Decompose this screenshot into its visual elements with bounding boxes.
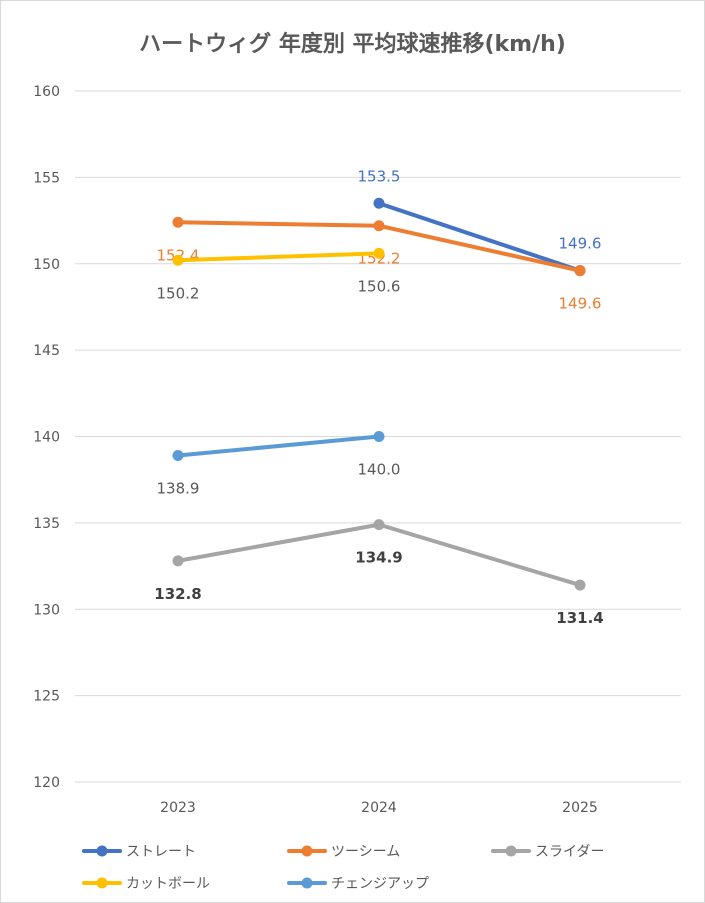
data-point — [373, 220, 385, 232]
legend-marker-icon — [287, 845, 327, 857]
series-line-4 — [176, 434, 381, 458]
data-label: 150.2 — [157, 284, 200, 302]
y-tick-label: 120 — [33, 775, 60, 791]
data-label: 140.0 — [358, 461, 401, 479]
legend-marker-icon — [82, 845, 122, 857]
series-line-3 — [176, 251, 381, 263]
x-tick-label: 2024 — [361, 800, 397, 816]
legend-item: カットボール — [82, 873, 210, 893]
legend-marker-icon — [287, 877, 327, 889]
data-label: 149.6 — [559, 295, 602, 313]
data-point — [373, 431, 385, 442]
data-label: 149.6 — [559, 235, 602, 253]
x-tick-label: 2025 — [562, 800, 598, 816]
data-point — [172, 555, 184, 567]
legend-label: スライダー — [535, 844, 605, 860]
data-label: 132.8 — [154, 585, 201, 603]
y-tick-label: 150 — [33, 257, 60, 273]
legend-label: ストレート — [126, 844, 196, 860]
data-point — [373, 197, 385, 209]
data-point — [574, 579, 586, 591]
data-label: 134.9 — [355, 549, 402, 567]
y-tick-label: 160 — [33, 84, 60, 100]
y-tick-label: 155 — [33, 170, 60, 186]
legend-marker-icon — [82, 877, 122, 889]
data-point — [172, 450, 184, 462]
y-tick-label: 145 — [33, 343, 60, 359]
legend-label: カットボール — [126, 876, 210, 892]
data-label: 150.6 — [358, 277, 401, 295]
legend-item: チェンジアップ — [287, 873, 429, 893]
data-point — [172, 254, 184, 266]
legend-item: スライダー — [491, 841, 604, 861]
data-point — [574, 265, 586, 277]
data-label: 138.9 — [157, 480, 200, 498]
legend-item: ストレート — [82, 841, 196, 861]
data-label: 153.5 — [358, 167, 401, 185]
series-line-0 — [377, 201, 582, 273]
legend-marker-icon — [491, 845, 531, 857]
y-tick-label: 140 — [33, 430, 60, 446]
data-point — [172, 216, 184, 228]
data-point — [373, 519, 385, 531]
y-tick-label: 135 — [33, 516, 60, 532]
legend-label: チェンジアップ — [331, 876, 429, 892]
x-tick-label: 2023 — [160, 800, 196, 816]
y-tick-label: 130 — [33, 602, 60, 618]
legend-item: ツーシーム — [287, 841, 400, 861]
data-label: 131.4 — [556, 609, 603, 627]
chart-title: ハートウィグ 年度別 平均球速推移(km/h) — [139, 32, 566, 57]
data-point — [373, 247, 385, 259]
y-tick-label: 125 — [33, 689, 60, 705]
legend-label: ツーシーム — [331, 844, 401, 860]
